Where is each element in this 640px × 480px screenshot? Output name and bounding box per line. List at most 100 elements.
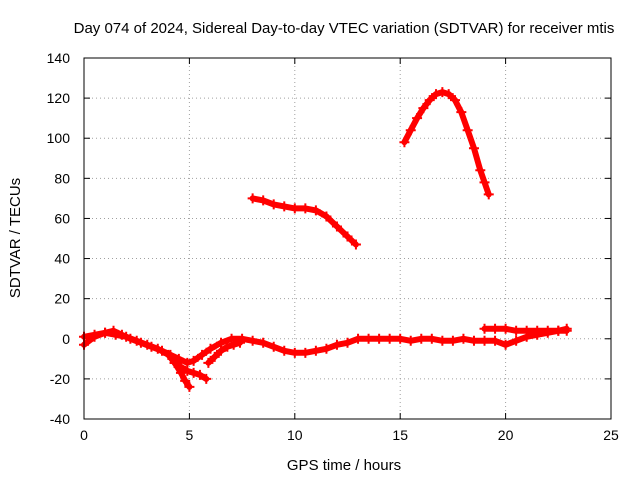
data-point: [188, 355, 199, 366]
data-point: [142, 339, 153, 350]
data-point: [194, 369, 205, 380]
data-point: [258, 195, 269, 206]
data-point: [226, 333, 237, 344]
data-point: [500, 339, 511, 350]
y-tick-label: 80: [54, 170, 70, 186]
data-point: [395, 333, 406, 344]
data-point: [310, 345, 321, 356]
y-axis-label: SDTVAR / TECUs: [7, 178, 24, 298]
data-point: [353, 333, 364, 344]
data-point: [399, 137, 410, 148]
data-point: [424, 95, 435, 106]
data-point: [462, 125, 473, 136]
data-point: [483, 189, 494, 200]
y-tick-label: -20: [50, 371, 70, 387]
data-point: [479, 323, 490, 334]
data-point: [247, 335, 258, 346]
data-point: [234, 337, 245, 348]
series: [79, 87, 572, 392]
data-point: [258, 337, 269, 348]
data-point: [216, 345, 227, 356]
data-point: [468, 335, 479, 346]
data-point: [175, 361, 186, 372]
y-tick-label: 60: [54, 210, 70, 226]
data-point: [532, 325, 543, 336]
data-point: [300, 347, 311, 358]
data-point: [279, 345, 290, 356]
data-point: [184, 381, 195, 392]
ticks: 0 5 10 15 20 25 -40 -20 0 20 40 60 80 100 120 140: [47, 50, 619, 443]
y-tick-label: 40: [54, 251, 70, 267]
data-point: [431, 89, 442, 100]
series-arc-track-2: [401, 89, 492, 198]
data-point: [443, 89, 454, 100]
data-point: [331, 339, 342, 350]
chart-title: Day 074 of 2024, Sidereal Day-to-day VTE…: [74, 20, 615, 37]
y-tick-label: 140: [47, 50, 71, 66]
data-point: [289, 203, 300, 214]
data-point: [331, 221, 342, 232]
data-point: [521, 325, 532, 336]
data-point: [456, 107, 467, 118]
data-point: [490, 335, 501, 346]
data-point: [169, 357, 180, 368]
data-point: [321, 343, 332, 354]
data-point: [300, 203, 311, 214]
data-point: [203, 357, 214, 368]
y-tick-label: 100: [47, 130, 71, 146]
data-point: [426, 333, 437, 344]
data-point: [121, 331, 132, 342]
data-point: [197, 349, 208, 360]
data-point: [511, 325, 522, 336]
data-point: [458, 333, 469, 344]
data-point: [437, 87, 448, 98]
data-point: [342, 231, 353, 242]
plot-frame: [83, 57, 612, 420]
data-point: [201, 373, 212, 384]
y-tick-label: 20: [54, 291, 70, 307]
data-point: [350, 239, 361, 250]
data-point: [416, 333, 427, 344]
data-point: [247, 193, 258, 204]
data-point: [342, 337, 353, 348]
series-arc-track-1: [249, 195, 359, 248]
data-point: [289, 347, 300, 358]
y-tick-label: 120: [47, 90, 71, 106]
data-point: [222, 341, 233, 352]
data-point: [479, 335, 490, 346]
data-point: [163, 349, 174, 360]
x-tick-label: 15: [392, 427, 408, 443]
data-point: [405, 125, 416, 136]
data-point: [363, 333, 374, 344]
data-point: [100, 327, 111, 338]
data-point: [490, 323, 501, 334]
data-point: [475, 165, 486, 176]
data-point: [412, 113, 423, 124]
data-point: [437, 335, 448, 346]
data-point: [405, 335, 416, 346]
y-tick-label: 0: [62, 331, 70, 347]
data-point: [418, 103, 429, 114]
x-axis-label: GPS time / hours: [287, 457, 401, 474]
data-point: [228, 339, 239, 350]
data-point: [447, 335, 458, 346]
data-point: [321, 211, 332, 222]
x-tick-label: 0: [80, 427, 88, 443]
data-point: [310, 205, 321, 216]
data-point: [450, 95, 461, 106]
data-point: [205, 343, 216, 354]
y-tick-label: -40: [50, 411, 70, 427]
data-point: [188, 367, 199, 378]
data-point: [209, 351, 220, 362]
x-tick-label: 20: [498, 427, 514, 443]
data-point: [553, 325, 564, 336]
data-point: [131, 335, 142, 346]
data-point: [468, 143, 479, 154]
data-point: [268, 341, 279, 352]
data-point: [279, 201, 290, 212]
data-point: [384, 333, 395, 344]
data-point: [182, 365, 193, 376]
data-point: [511, 335, 522, 346]
data-point: [374, 333, 385, 344]
